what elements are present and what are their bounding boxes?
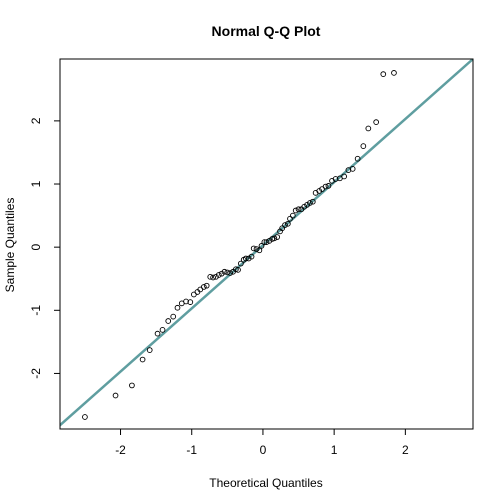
data-point [174, 304, 181, 311]
data-point [295, 206, 302, 213]
data-point [304, 202, 310, 208]
data-point [292, 207, 299, 214]
data-point [165, 318, 172, 324]
data-point [253, 246, 260, 252]
data-point [210, 274, 216, 281]
data-point [221, 268, 228, 275]
data-point [129, 382, 135, 389]
data-point [203, 282, 210, 289]
data-point [215, 272, 222, 278]
data-point [266, 237, 273, 244]
data-point [309, 198, 316, 205]
data-point [263, 239, 270, 245]
data-point [224, 269, 231, 276]
plot-area: -2 -1 0 1 2 -2 -1 0 1 2 [29, 59, 473, 457]
data-point [307, 200, 313, 206]
data-point [301, 203, 308, 210]
data-point [187, 299, 194, 305]
data-point [354, 155, 361, 162]
data-point [365, 125, 372, 132]
y-tick-label: 1 [29, 180, 43, 187]
data-point [316, 188, 323, 194]
data-point [159, 327, 166, 333]
data-point [82, 414, 88, 420]
x-tick-label: -2 [115, 443, 126, 457]
data-point [373, 119, 380, 125]
data-point [146, 347, 153, 353]
data-point [349, 166, 356, 172]
data-point [325, 183, 332, 189]
data-point [200, 284, 207, 290]
data-point [279, 225, 286, 232]
data-point [261, 239, 268, 245]
data-point [248, 253, 255, 260]
chart-title: Normal Q-Q Plot [212, 23, 321, 39]
y-tick-label: 2 [29, 117, 43, 124]
data-point [235, 267, 241, 273]
data-point [250, 245, 257, 252]
data-point [289, 212, 296, 219]
data-point [274, 234, 281, 240]
reference-line [60, 59, 473, 427]
data-point [391, 70, 397, 76]
data-point [341, 173, 347, 180]
data-point [227, 270, 234, 276]
x-tick-label: -1 [186, 443, 197, 457]
data-point [287, 215, 293, 222]
data-point [218, 270, 225, 277]
data-point [332, 176, 339, 182]
data-point [183, 298, 189, 305]
y-tick-label: 0 [29, 244, 43, 251]
data-point [245, 255, 252, 262]
data-point [213, 273, 219, 280]
y-tick-label: -2 [29, 368, 43, 379]
plot-frame [59, 58, 474, 430]
data-point [256, 247, 263, 254]
x-tick-label: 1 [331, 443, 338, 457]
data-point [285, 220, 291, 227]
data-point [238, 260, 244, 267]
x-tick-label: 0 [260, 443, 267, 457]
data-point [282, 222, 288, 228]
data-point [380, 71, 387, 78]
x-tick-label: 2 [402, 443, 409, 457]
data-point [360, 143, 367, 149]
data-point [258, 243, 265, 249]
data-point [271, 235, 278, 242]
x-axis-label: Theoretical Quantiles [209, 476, 322, 490]
data-point [322, 183, 329, 190]
y-tick-label: -1 [29, 305, 43, 316]
data-point [112, 392, 119, 399]
data-point [170, 313, 177, 320]
data-point [243, 255, 249, 262]
y-axis-label: Sample Quantiles [3, 198, 17, 293]
data-point [154, 330, 161, 337]
data-point [139, 356, 146, 363]
data-point [207, 273, 214, 280]
